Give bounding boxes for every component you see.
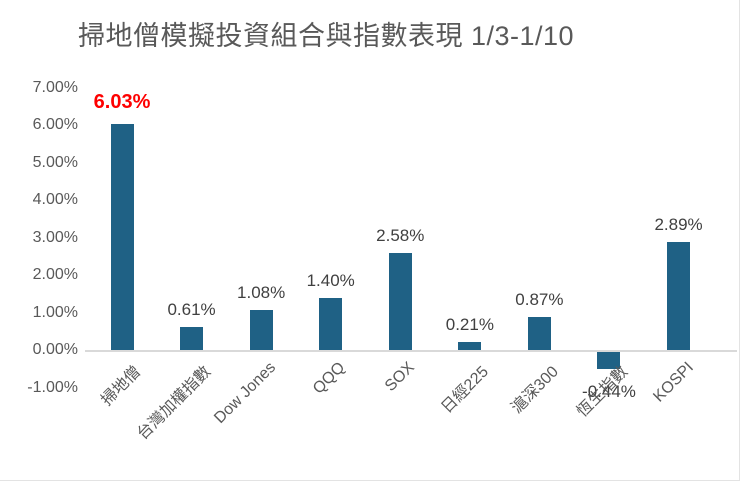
- value-label-恆生指數: -0.44%: [582, 381, 636, 401]
- x-axis-label-QQQ: QQQ: [310, 359, 349, 398]
- value-label-日經225: 0.21%: [445, 315, 494, 335]
- y-axis-tick-label: 1.00%: [32, 303, 78, 321]
- y-axis-tick-label: 7.00%: [32, 78, 78, 96]
- bar-台灣加權指數: [180, 327, 204, 350]
- y-axis-tick-label: 5.00%: [32, 153, 78, 171]
- value-label-滬深300: 0.87%: [515, 290, 564, 310]
- x-axis-baseline: [85, 350, 737, 352]
- value-label-KOSPI: 2.89%: [654, 214, 703, 234]
- bar-滬深300: [527, 317, 551, 350]
- x-axis-label-日經225: 日經225: [438, 363, 493, 417]
- y-axis-tick-label: -1.00%: [27, 378, 78, 396]
- bar-Dow Jones: [249, 309, 273, 350]
- x-axis-label-掃地僧: 掃地僧: [98, 363, 145, 410]
- y-axis-tick-label: 2.00%: [32, 266, 78, 283]
- chart-title: 掃地僧模擬投資組合與指數表現 1/3-1/10: [78, 21, 575, 51]
- bar-SOX: [388, 253, 412, 350]
- value-label-SOX: 2.58%: [376, 226, 425, 246]
- value-label-Dow Jones: 1.08%: [237, 282, 286, 302]
- x-axis-label-SOX: SOX: [382, 359, 419, 395]
- bar-KOSPI: [667, 241, 691, 350]
- y-axis-tick-label: 6.00%: [32, 116, 78, 133]
- bar-恆生指數: [597, 352, 621, 369]
- value-label-台灣加權指數: 0.61%: [167, 300, 216, 320]
- value-label-QQQ: 1.40%: [306, 270, 355, 290]
- x-axis-label-Dow Jones: Dow Jones: [211, 359, 280, 427]
- x-axis-label-台灣加權指數: 台灣加權指數: [133, 363, 214, 444]
- bar-QQQ: [319, 297, 343, 350]
- x-axis-label-KOSPI: KOSPI: [649, 359, 697, 406]
- bar-日經225: [458, 342, 482, 350]
- value-label-掃地僧: 6.03%: [93, 90, 151, 113]
- y-axis-tick-label: 0.00%: [32, 341, 78, 358]
- bar-掃地僧: [110, 123, 134, 350]
- y-axis-tick-label: 4.00%: [32, 191, 78, 208]
- y-axis-tick-label: 3.00%: [32, 228, 78, 246]
- x-axis-label-滬深300: 滬深300: [508, 363, 562, 417]
